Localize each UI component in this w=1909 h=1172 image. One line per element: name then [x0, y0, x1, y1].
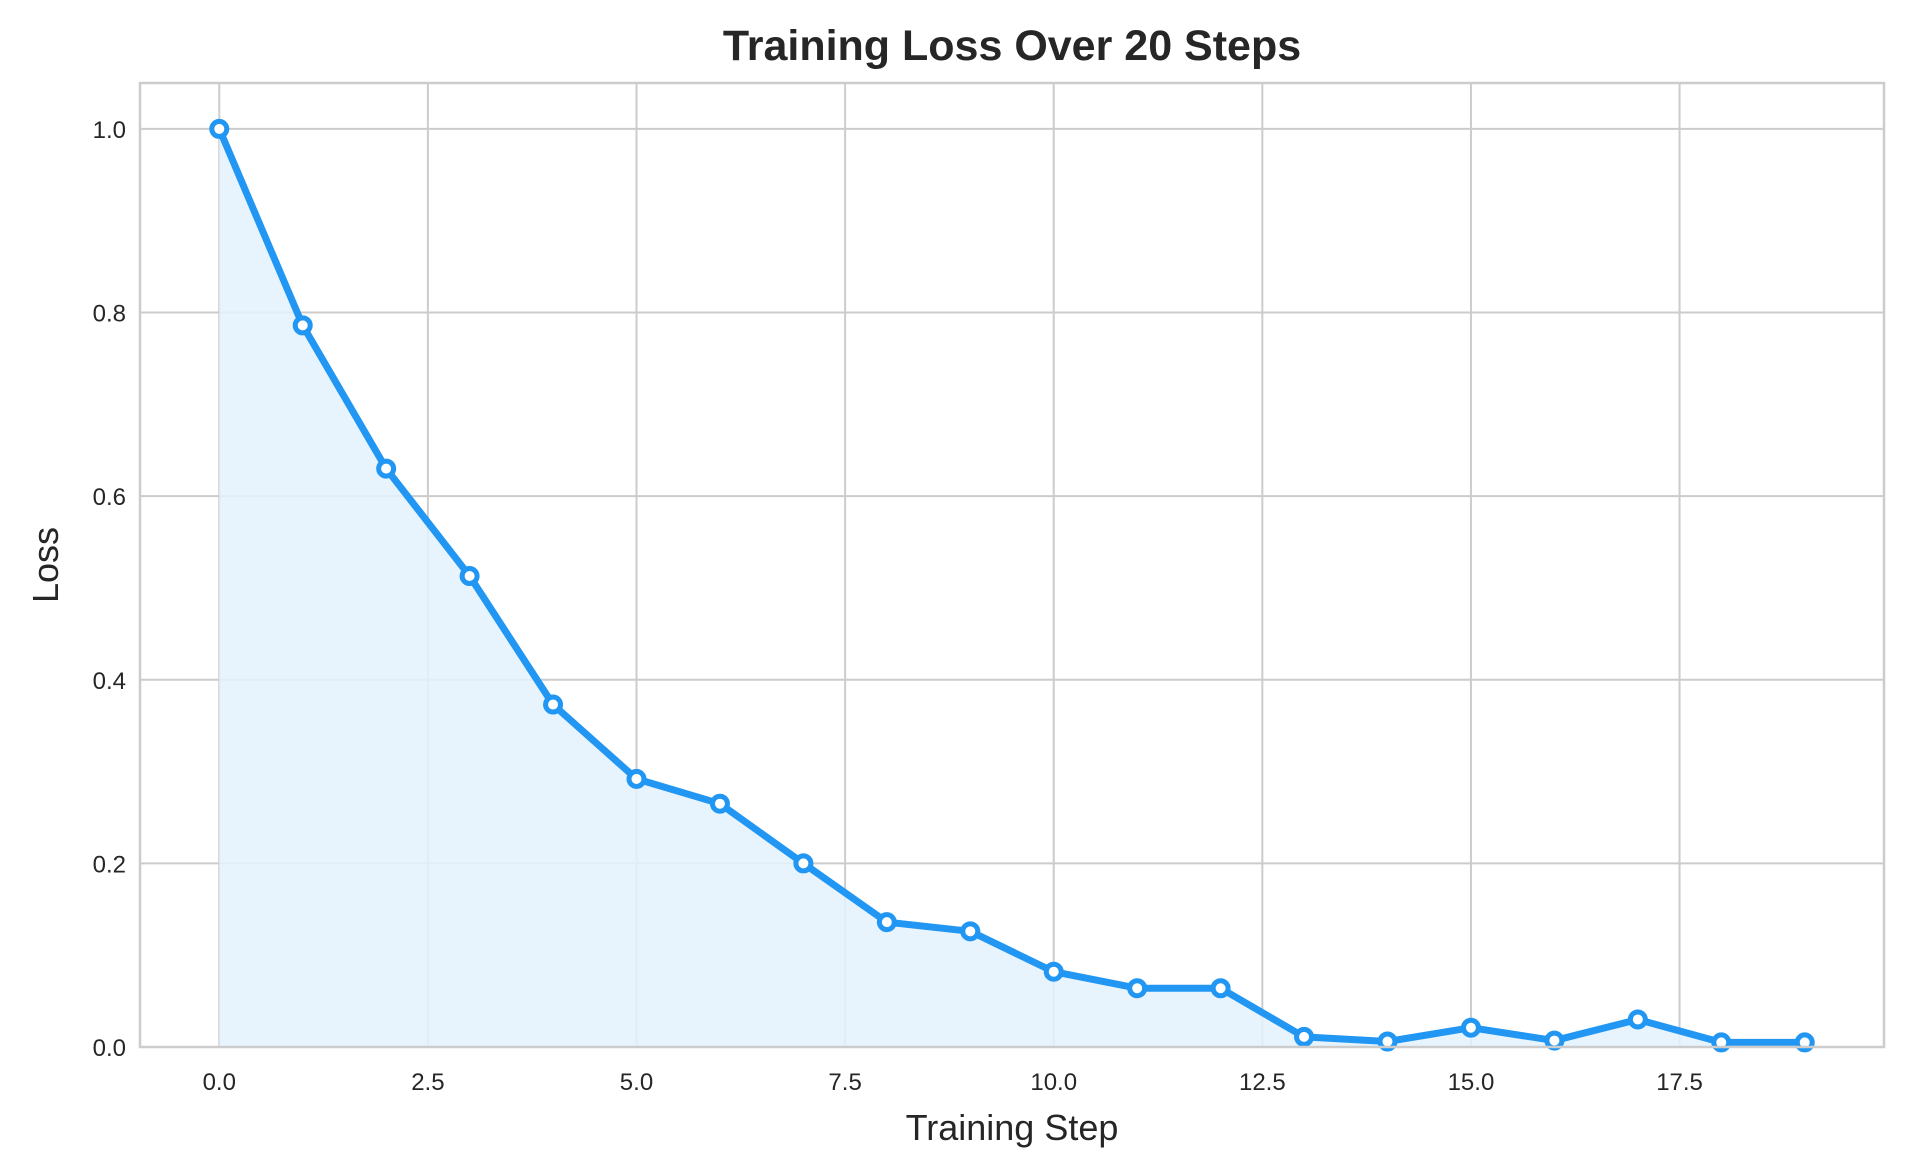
y-tick-label: 0.0 [93, 1035, 126, 1062]
data-point-markers [209, 118, 1815, 1053]
data-point [876, 912, 897, 933]
y-axis-label: Loss [25, 527, 66, 603]
data-point [376, 458, 397, 479]
data-point [793, 853, 814, 874]
x-tick-label: 17.5 [1656, 1069, 1703, 1096]
y-tick-label: 0.6 [93, 484, 126, 511]
y-tick-labels: 0.0 0.2 0.4 0.6 0.8 1.0 [93, 117, 126, 1062]
x-tick-label: 2.5 [411, 1069, 444, 1096]
x-tick-label: 12.5 [1239, 1069, 1286, 1096]
data-point [1627, 1009, 1648, 1030]
x-tick-label: 7.5 [828, 1069, 861, 1096]
data-point [459, 566, 480, 587]
data-point [709, 793, 730, 814]
y-tick-label: 0.8 [93, 301, 126, 328]
x-tick-label: 5.0 [620, 1069, 653, 1096]
y-tick-label: 1.0 [93, 117, 126, 144]
data-point [292, 315, 313, 336]
data-point [626, 768, 647, 789]
loss-line [216, 127, 1805, 1046]
data-point [1377, 1031, 1398, 1052]
data-point [1460, 1017, 1481, 1038]
x-tick-label: 0.0 [203, 1069, 236, 1096]
data-point [1043, 961, 1064, 982]
x-axis-label: Training Step [906, 1107, 1119, 1148]
data-point [209, 118, 230, 139]
x-tick-label: 10.0 [1030, 1069, 1077, 1096]
data-point [1210, 978, 1231, 999]
data-point [960, 921, 981, 942]
data-point [1127, 978, 1148, 999]
axes-frame [138, 81, 1886, 1049]
x-tick-label: 15.0 [1448, 1069, 1495, 1096]
y-tick-label: 0.2 [93, 851, 126, 878]
chart-title: Training Loss Over 20 Steps [723, 22, 1301, 70]
data-point [543, 694, 564, 715]
y-tick-label: 0.4 [93, 668, 126, 695]
data-point [1294, 1026, 1315, 1047]
loss-area-fill [219, 128, 1805, 1047]
x-tick-labels: 0.0 2.5 5.0 7.5 10.0 12.5 15.0 17.5 [203, 1069, 1703, 1096]
